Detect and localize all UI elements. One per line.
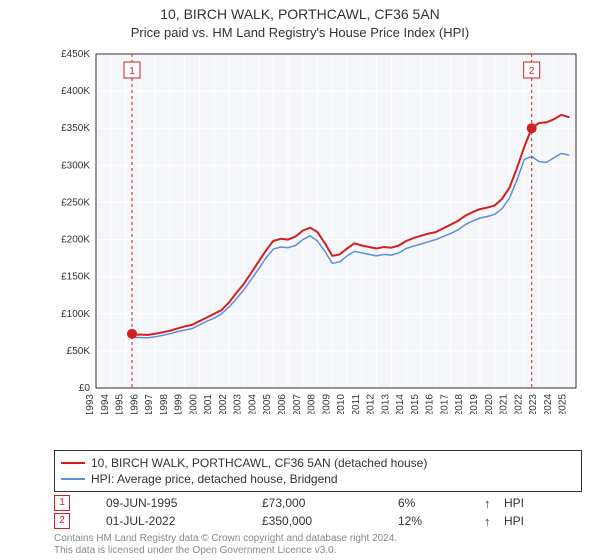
attribution: Contains HM Land Registry data © Crown c…: [54, 533, 582, 556]
svg-text:2015: 2015: [410, 394, 421, 414]
attribution-line: This data is licensed under the Open Gov…: [54, 545, 582, 557]
legend-label: HPI: Average price, detached house, Brid…: [91, 472, 338, 486]
svg-text:1: 1: [129, 66, 135, 77]
svg-text:2023: 2023: [528, 394, 539, 414]
marker-pct: 6%: [398, 496, 478, 510]
marker-date: 09-JUN-1995: [76, 496, 256, 510]
marker-price: £350,000: [262, 514, 392, 528]
svg-text:2012: 2012: [366, 394, 377, 414]
svg-text:1994: 1994: [100, 394, 111, 414]
svg-text:1996: 1996: [129, 394, 140, 414]
svg-text:1997: 1997: [144, 394, 155, 414]
marker-tag: HPI: [504, 496, 544, 510]
marker-pct: 12%: [398, 514, 478, 528]
svg-text:1998: 1998: [159, 394, 170, 414]
svg-text:1995: 1995: [115, 394, 126, 414]
svg-text:2008: 2008: [307, 394, 318, 414]
svg-text:£150K: £150K: [61, 272, 90, 283]
svg-text:£50K: £50K: [67, 346, 91, 357]
legend-swatch-icon: [61, 462, 85, 464]
svg-text:2011: 2011: [351, 394, 362, 414]
svg-text:2022: 2022: [513, 394, 524, 414]
svg-text:£200K: £200K: [61, 235, 90, 246]
svg-text:2009: 2009: [321, 394, 332, 414]
svg-text:£300K: £300K: [61, 160, 90, 171]
svg-text:2001: 2001: [203, 394, 214, 414]
marker-row: 1 09-JUN-1995 £73,000 6% ↑ HPI: [54, 494, 582, 512]
marker-badge-icon: 2: [54, 513, 70, 529]
legend-label: 10, BIRCH WALK, PORTHCAWL, CF36 5AN (det…: [91, 456, 427, 470]
svg-text:2007: 2007: [292, 394, 303, 414]
svg-text:1993: 1993: [85, 394, 96, 414]
arrow-up-icon: ↑: [484, 496, 498, 511]
marker-tag: HPI: [504, 514, 544, 528]
svg-text:2020: 2020: [484, 394, 495, 414]
svg-text:2: 2: [529, 66, 535, 77]
svg-text:2006: 2006: [277, 394, 288, 414]
svg-text:£350K: £350K: [61, 123, 90, 134]
svg-text:2025: 2025: [558, 394, 569, 414]
svg-text:2003: 2003: [233, 394, 244, 414]
svg-text:2021: 2021: [499, 394, 510, 414]
svg-text:2017: 2017: [439, 394, 450, 414]
marker-date: 01-JUL-2022: [76, 514, 256, 528]
svg-text:2019: 2019: [469, 394, 480, 414]
legend-swatch-icon: [61, 478, 85, 480]
chart-svg: £0 £50K £100K £150K £200K £250K £300K £350K £400…: [54, 50, 582, 414]
svg-text:2024: 2024: [543, 394, 554, 414]
chart-plot: £0 £50K £100K £150K £200K £250K £300K £350K £400…: [54, 50, 582, 414]
marker-price: £73,000: [262, 496, 392, 510]
marker-badge-icon: 1: [54, 495, 70, 511]
chart-container: 10, BIRCH WALK, PORTHCAWL, CF36 5AN Pric…: [0, 0, 600, 560]
marker-table: 1 09-JUN-1995 £73,000 6% ↑ HPI 2 01-JUL-…: [54, 494, 582, 530]
svg-text:1999: 1999: [174, 394, 185, 414]
svg-text:2000: 2000: [188, 394, 199, 414]
svg-text:2016: 2016: [425, 394, 436, 414]
svg-text:2005: 2005: [262, 394, 273, 414]
chart-title: 10, BIRCH WALK, PORTHCAWL, CF36 5AN: [0, 0, 600, 23]
legend-item: 10, BIRCH WALK, PORTHCAWL, CF36 5AN (det…: [61, 455, 575, 471]
svg-text:£250K: £250K: [61, 197, 90, 208]
svg-text:£0: £0: [79, 383, 91, 394]
arrow-up-icon: ↑: [484, 514, 498, 529]
svg-text:2010: 2010: [336, 394, 347, 414]
marker-row: 2 01-JUL-2022 £350,000 12% ↑ HPI: [54, 512, 582, 530]
svg-text:2002: 2002: [218, 394, 229, 414]
legend: 10, BIRCH WALK, PORTHCAWL, CF36 5AN (det…: [54, 450, 582, 492]
legend-item: HPI: Average price, detached house, Brid…: [61, 471, 575, 487]
svg-text:£400K: £400K: [61, 86, 90, 97]
chart-subtitle: Price paid vs. HM Land Registry's House …: [0, 23, 600, 40]
svg-text:2004: 2004: [247, 394, 258, 414]
attribution-line: Contains HM Land Registry data © Crown c…: [54, 533, 582, 545]
svg-text:£100K: £100K: [61, 309, 90, 320]
svg-text:2018: 2018: [454, 394, 465, 414]
svg-text:£450K: £450K: [61, 50, 90, 60]
svg-text:2014: 2014: [395, 394, 406, 414]
svg-text:2013: 2013: [380, 394, 391, 414]
